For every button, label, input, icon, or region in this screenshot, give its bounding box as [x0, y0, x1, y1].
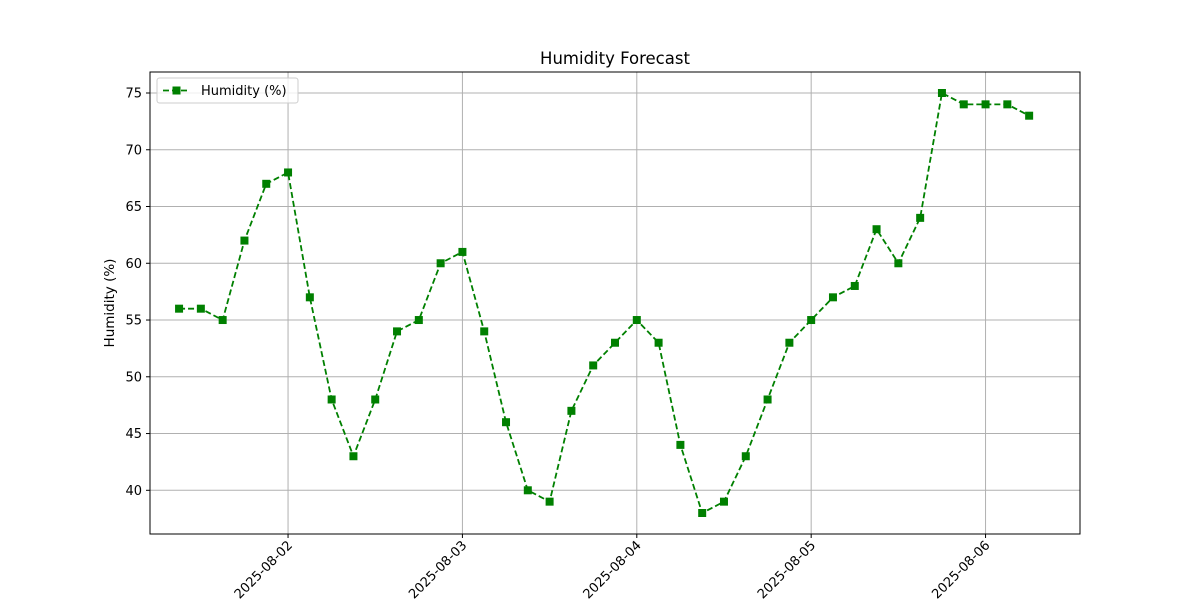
- humidity-data-point: [196, 304, 205, 313]
- humidity-data-point: [1003, 100, 1012, 109]
- humidity-data-point: [393, 327, 402, 336]
- humidity-data-point: [654, 338, 663, 347]
- humidity-data-point: [545, 497, 554, 506]
- humidity-data-point: [218, 316, 227, 325]
- humidity-data-point: [480, 327, 489, 336]
- plot-area-background: [150, 72, 1080, 534]
- humidity-data-point: [741, 452, 750, 461]
- humidity-data-point: [719, 497, 728, 506]
- humidity-data-point: [349, 452, 358, 461]
- humidity-data-point: [828, 293, 837, 302]
- humidity-data-point: [937, 89, 946, 97]
- humidity-data-point: [502, 418, 511, 427]
- legend: Humidity (%): [156, 77, 299, 104]
- legend-marker-sample: [172, 86, 181, 95]
- humidity-data-point: [676, 440, 685, 449]
- y-axis-ticks: 40 45 50 55 60 65 70 75: [125, 87, 150, 499]
- humidity-data-point: [414, 316, 423, 325]
- y-tick-label: 45: [125, 427, 142, 442]
- humidity-data-point: [305, 293, 314, 302]
- humidity-data-point: [240, 236, 249, 245]
- legend-box: [156, 77, 299, 104]
- humidity-data-point: [763, 395, 772, 404]
- humidity-data-point: [916, 213, 925, 222]
- y-tick-label: 55: [125, 314, 142, 329]
- humidity-data-point: [589, 361, 598, 370]
- humidity-data-point: [698, 509, 707, 517]
- humidity-data-point: [262, 179, 271, 188]
- humidity-data-point: [327, 395, 336, 404]
- humidity-data-point: [632, 316, 641, 325]
- humidity-data-point: [872, 225, 881, 234]
- humidity-data-point: [959, 100, 968, 109]
- chart-title: Humidity Forecast: [540, 49, 690, 68]
- y-tick-label: 60: [125, 257, 142, 272]
- humidity-data-point: [785, 338, 794, 347]
- humidity-data-point: [284, 168, 293, 177]
- humidity-data-point: [611, 338, 619, 347]
- y-tick-label: 75: [125, 87, 142, 102]
- plot-area-frame: [149, 71, 1081, 535]
- humidity-data-point: [850, 281, 859, 290]
- y-tick-label: 65: [125, 200, 142, 215]
- y-tick-label: 70: [125, 143, 142, 158]
- legend-label: Humidity (%): [201, 84, 287, 99]
- humidity-data-point: [436, 259, 445, 268]
- y-axis-label: Humidity (%): [102, 259, 118, 348]
- humidity-data-point: [981, 100, 990, 109]
- series-layer: [175, 89, 1034, 517]
- y-tick-label: 50: [125, 370, 142, 385]
- y-tick-label: 40: [125, 484, 142, 499]
- grid-lines: [150, 72, 1080, 534]
- humidity-data-point: [371, 395, 380, 404]
- humidity-data-point: [523, 486, 532, 495]
- humidity-data-point: [1025, 111, 1034, 120]
- humidity-data-point: [807, 316, 816, 325]
- humidity-series-line: [179, 92, 1030, 514]
- humidity-data-point: [175, 304, 184, 313]
- humidity-data-point: [567, 406, 576, 415]
- humidity-data-point: [458, 247, 467, 256]
- humidity-data-point: [894, 259, 903, 268]
